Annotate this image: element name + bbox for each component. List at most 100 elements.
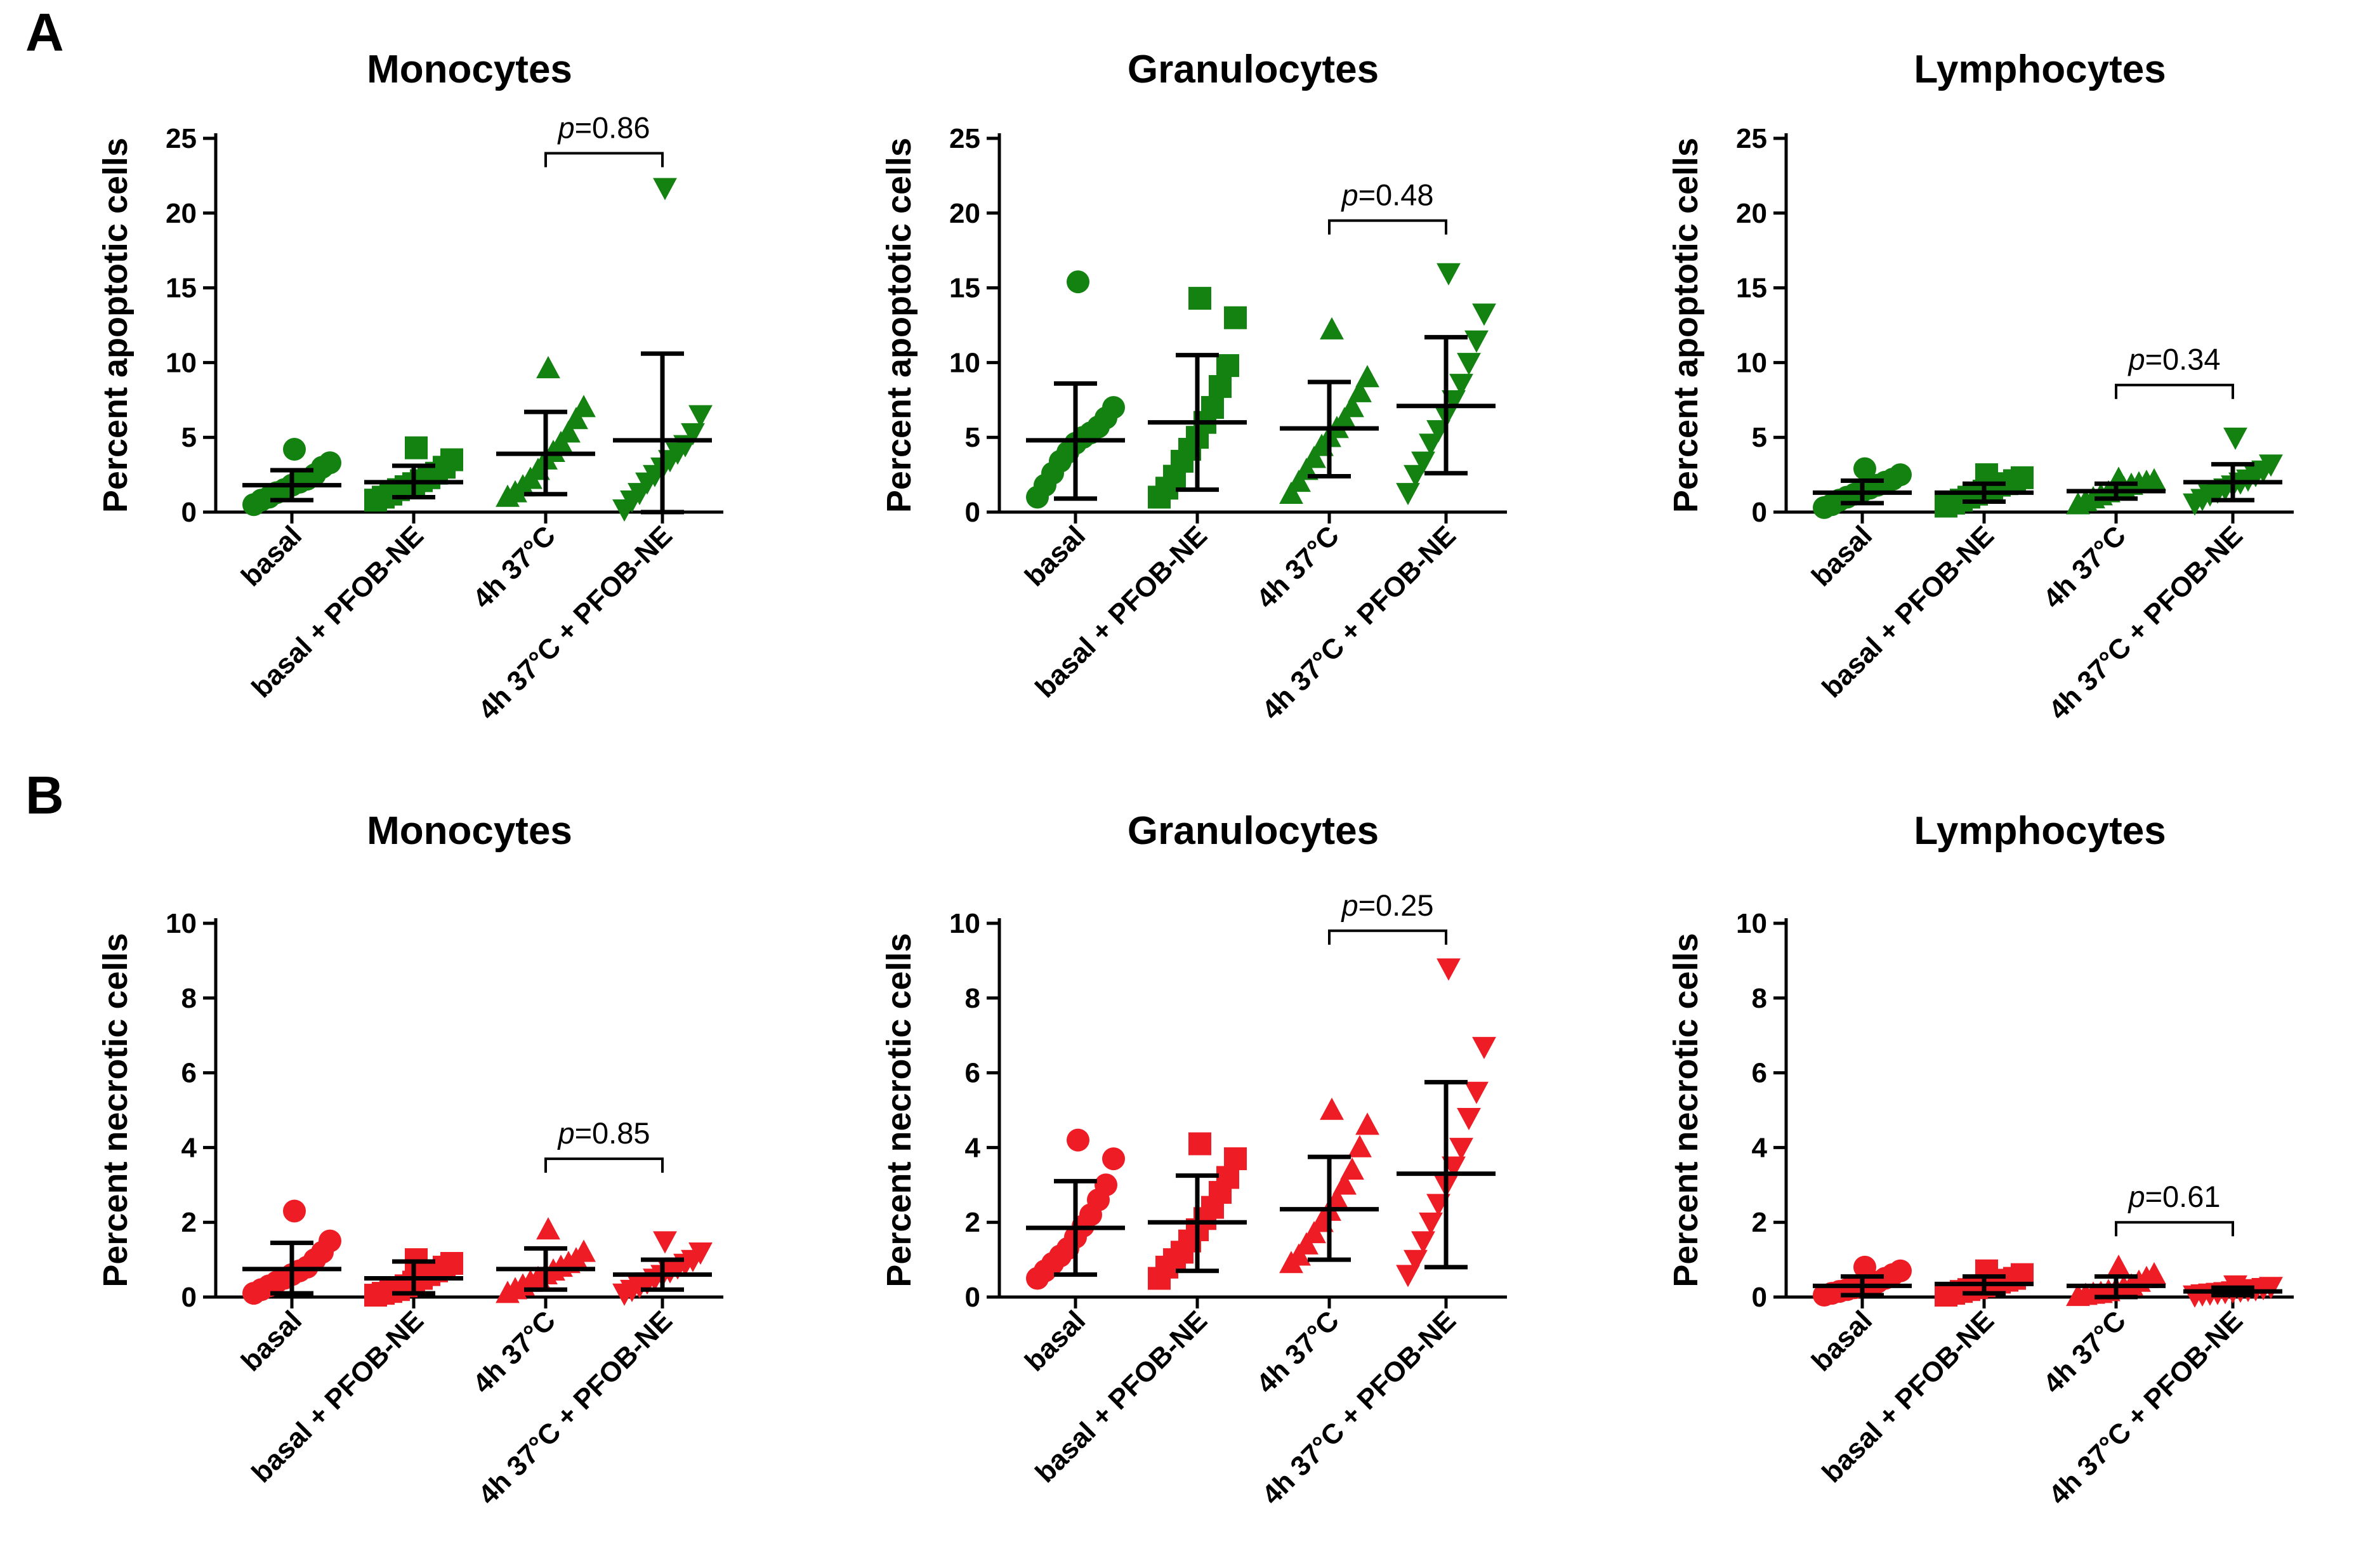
x-tick-label: 4h 37°C: [2037, 520, 2132, 614]
data-point: [2011, 466, 2034, 489]
data-point: [1340, 1157, 1364, 1180]
series-3: [2183, 1275, 2283, 1308]
data-point: [1437, 263, 1461, 286]
data-point: [1404, 1249, 1428, 1272]
y-tick-label: 25: [1736, 123, 1767, 154]
data-point: [688, 1242, 713, 1265]
data-point: [1464, 330, 1489, 353]
data-point: [1411, 1231, 1435, 1254]
data-point: [572, 1239, 596, 1262]
data-point: [1279, 481, 1303, 504]
p-symbol: p: [1340, 888, 1358, 922]
data-point: [319, 1229, 341, 1253]
p-value: =0.48: [1358, 178, 1434, 212]
data-point: [2259, 454, 2283, 477]
x-tick-label: 4h 37°C + PFOB-NE: [1256, 520, 1462, 726]
x-tick-label: 4h 37°C + PFOB-NE: [472, 1305, 678, 1511]
p-value: =0.85: [575, 1116, 650, 1150]
series-0: [242, 1199, 341, 1305]
x-tick-label: basal: [1806, 1305, 1878, 1377]
y-tick-label: 20: [166, 198, 197, 229]
series-3: [612, 178, 713, 522]
data-point: [1449, 1138, 1473, 1161]
p-value-label: p=0.48: [1340, 178, 1433, 212]
y-tick-label: 0: [965, 1282, 980, 1313]
data-point: [1224, 1147, 1247, 1171]
data-point: [1188, 1132, 1211, 1156]
x-tick-label: basal: [1806, 520, 1878, 592]
data-point: [2142, 1262, 2166, 1284]
series-3: [1396, 958, 1496, 1288]
p-symbol: p: [556, 111, 574, 145]
p-symbol: p: [2127, 343, 2145, 376]
series-0: [242, 438, 341, 517]
y-axis-label: Percent necrotic cells: [880, 933, 918, 1287]
p-value: =0.34: [2145, 343, 2221, 376]
p-value: =0.86: [575, 111, 650, 145]
data-point: [564, 407, 588, 430]
chart-title: Monocytes: [367, 809, 572, 853]
y-tick-label: 6: [1752, 1058, 1767, 1089]
series-1: [1148, 287, 1247, 509]
y-tick-label: 2: [181, 1207, 197, 1238]
x-tick-label: 4h 37°C + PFOB-NE: [1256, 1305, 1462, 1511]
data-point: [572, 395, 596, 418]
data-point: [1224, 306, 1247, 329]
y-tick-label: 0: [181, 1282, 197, 1313]
data-point: [1348, 379, 1372, 402]
x-tick-label: basal: [235, 1305, 308, 1377]
data-point: [440, 448, 463, 471]
x-tick-label: 4h 37°C: [467, 1305, 562, 1399]
chart-b-granulocytes: Granulocytes Percent necrotic cells 0 2 4 6 8 1…: [880, 809, 1507, 1511]
data-point: [1457, 1107, 1481, 1131]
y-tick-label: 2: [1752, 1207, 1767, 1238]
y-tick-label: 4: [965, 1132, 981, 1163]
data-point: [1302, 445, 1326, 468]
significance-bracket: [2115, 1221, 2234, 1237]
data-point: [1419, 1212, 1443, 1235]
chart-a-granulocytes: Granulocytes Percent apoptotic cells 0 5 10 1…: [880, 48, 1507, 726]
p-value-label: p=0.85: [556, 1116, 650, 1150]
data-point: [2259, 1277, 2283, 1300]
data-point: [1294, 1232, 1319, 1255]
p-symbol: p: [2127, 1180, 2145, 1213]
data-point: [405, 436, 428, 459]
chart-b-lymphocytes: Lymphocytes Percent necrotic cells 0 2 4 6 8 10…: [1667, 809, 2294, 1511]
data-point: [319, 451, 341, 475]
series-0: [1026, 1128, 1125, 1290]
significance-bracket: [544, 1157, 664, 1173]
data-point: [1975, 1259, 1998, 1282]
data-point: [556, 420, 581, 443]
chart-a-monocytes: Monocytes Percent apoptotic cells 0 5 10 15 20…: [96, 48, 723, 726]
data-point: [536, 1217, 560, 1240]
x-tick-label: 4h 37°C: [467, 520, 562, 614]
p-value: =0.61: [2145, 1180, 2221, 1213]
y-axis-label: Percent apoptotic cells: [96, 138, 135, 513]
y-tick-label: 5: [965, 422, 980, 453]
series-2: [2066, 466, 2166, 515]
data-point: [1355, 1112, 1379, 1135]
series-1: [1935, 1259, 2034, 1307]
data-point: [1332, 1172, 1357, 1195]
y-tick-label: 4: [1752, 1132, 1768, 1163]
series-3: [2183, 427, 2283, 516]
x-tick-label: basal: [1019, 1305, 1091, 1377]
significance-bracket: [1328, 929, 1447, 945]
x-tick-label: 4h 37°C: [2037, 1305, 2132, 1399]
data-point: [653, 1231, 677, 1254]
y-tick-label: 15: [949, 273, 980, 304]
data-point: [1095, 1173, 1117, 1197]
y-tick-label: 0: [965, 497, 980, 528]
y-tick-label: 0: [1752, 497, 1767, 528]
series-2: [1279, 1097, 1379, 1274]
y-tick-label: 8: [965, 983, 980, 1014]
y-axis-label: Percent necrotic cells: [96, 933, 135, 1287]
data-point: [1302, 1221, 1326, 1244]
y-tick-label: 10: [166, 347, 197, 378]
data-point: [283, 1199, 306, 1223]
y-tick-label: 10: [166, 908, 197, 939]
y-tick-label: 20: [1736, 198, 1767, 229]
y-tick-label: 25: [166, 123, 197, 154]
y-tick-label: 0: [1752, 1282, 1767, 1313]
series-1: [1148, 1132, 1247, 1290]
